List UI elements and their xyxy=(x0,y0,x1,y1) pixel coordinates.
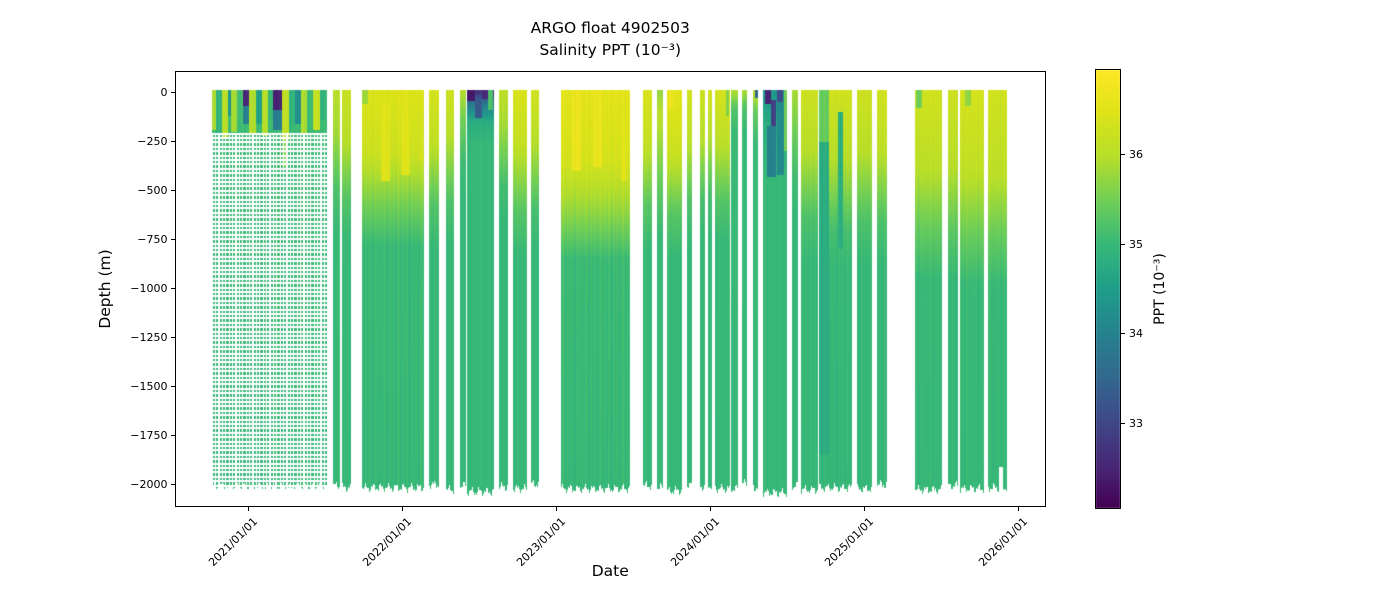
colorbar-tick-label: 33 xyxy=(1129,416,1143,430)
y-tick-mark xyxy=(171,239,175,241)
y-tick-mark xyxy=(171,435,175,437)
x-axis-label: Date xyxy=(591,562,629,580)
colorbar-label: PPT (10⁻³) xyxy=(1152,253,1168,325)
colorbar-tick-label: 36 xyxy=(1129,148,1143,162)
y-tick-label: −2000 xyxy=(130,478,168,492)
x-tick-mark xyxy=(247,507,249,511)
y-tick-label: −1500 xyxy=(130,380,168,394)
y-tick-label: −1250 xyxy=(130,331,168,345)
colorbar-tick-mark xyxy=(1121,243,1125,245)
y-tick-mark xyxy=(171,288,175,290)
y-tick-label: −500 xyxy=(137,184,168,198)
x-tick-mark xyxy=(709,507,711,511)
colorbar-tick-label: 35 xyxy=(1129,237,1143,251)
colorbar-tick-mark xyxy=(1121,422,1125,424)
y-tick-mark xyxy=(171,386,175,388)
y-tick-mark xyxy=(171,91,175,93)
y-tick-mark xyxy=(171,190,175,192)
colorbar-tick-mark xyxy=(1121,154,1125,156)
colorbar-tick-label: 34 xyxy=(1129,327,1143,341)
y-tick-mark xyxy=(171,141,175,143)
x-tick-mark xyxy=(1017,507,1019,511)
colorbar-tick-mark xyxy=(1121,333,1125,335)
y-tick-mark xyxy=(171,484,175,486)
x-tick-mark xyxy=(401,507,403,511)
y-tick-mark xyxy=(171,337,175,339)
chart-title-line1: ARGO float 4902503 xyxy=(530,19,690,37)
y-tick-label: −1000 xyxy=(130,282,168,296)
y-tick-label: 0 xyxy=(160,85,168,99)
y-tick-label: −750 xyxy=(137,233,168,247)
x-tick-mark xyxy=(555,507,557,511)
y-tick-label: −250 xyxy=(137,135,168,149)
colorbar-box xyxy=(1095,69,1121,509)
chart-title-line2: Salinity PPT (10⁻³) xyxy=(539,41,682,59)
y-tick-label: −1750 xyxy=(130,429,168,443)
plot-axes-box xyxy=(175,71,1046,507)
x-tick-mark xyxy=(863,507,865,511)
